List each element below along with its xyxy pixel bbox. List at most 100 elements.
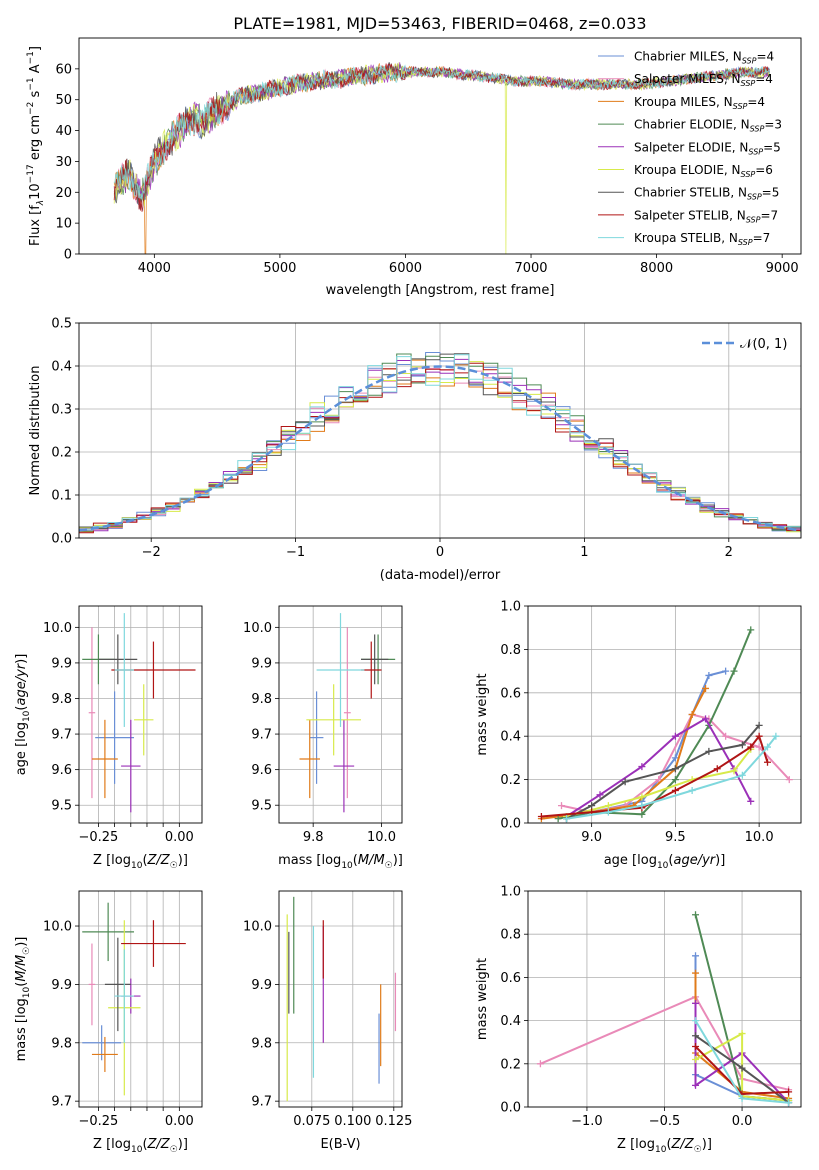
errorbars [82,902,186,1096]
y-axis-label: Flux [fλ10−17 erg cm−2 s−1 A−1] [26,46,46,246]
weight-series [557,629,752,820]
weight-marker [785,1099,793,1107]
weight-marker [705,747,713,755]
x-tick-label: 0.0 [732,1114,753,1129]
axes-weight_vs_age: 9.0 9.5 10.0 0.0 0.2 0.4 0.6 0.8 1.0 [500,600,801,845]
x-tick-label: −1.0 [571,1114,603,1129]
x-tick-label: −0.25 [78,1114,118,1129]
spectrum-series [113,63,770,254]
weight-marker [671,786,679,794]
weight-lines [537,626,793,823]
weight-marker [785,1088,793,1096]
figure-title: PLATE=1981, MJD=53463, FIBERID=0468, z=0… [233,14,646,33]
y-tick-label: 9.5 [51,799,72,814]
y-axis-label: Normed distribution [28,366,43,496]
frame-age_vs_Z [78,605,203,824]
weight-marker [692,1043,700,1051]
weight-marker [738,741,746,749]
weight-marker [688,786,696,794]
weight-marker [755,732,763,740]
axes-residuals: −2 −1 0 1 2 0.0 0.1 0.2 0.3 0.4 0.5 [51,317,801,560]
weight-marker [692,1055,700,1063]
weight-marker [638,793,646,801]
y-tick-label: 9.8 [51,692,72,707]
y-tick-label: 9.7 [251,728,272,743]
normal-curve [78,365,802,532]
weight-marker [604,808,612,816]
weight-marker [764,743,772,751]
x-axis-label: age [log10(age/yr)] [604,853,726,871]
x-tick-label: −0.5 [649,1114,681,1129]
x-tick-label: 0 [436,545,444,560]
weight-marker [638,763,646,771]
legend-label: 𝒩(0, 1) [740,337,787,352]
weight-marker [772,732,780,740]
x-tick-label: 0.075 [293,1114,330,1129]
weight-series [566,735,777,820]
spectrum-series [113,63,770,212]
y-tick-label: 0.0 [500,1101,521,1116]
frame-mass_vs_ebv [278,890,403,1108]
y-tick-label: 0.8 [500,643,521,658]
y-tick-label: 9.9 [51,978,72,993]
y-tick-label: 9.9 [251,656,272,671]
y-tick-label: 9.6 [251,763,272,778]
weight-marker [702,684,710,692]
x-tick-label: 8000 [640,261,673,276]
axes-mass_vs_ebv: 0.075 0.100 0.125 9.7 9.8 9.9 10.0 [243,891,412,1129]
x-axis-label: mass [log10(M/M☉)] [278,853,403,871]
y-tick-label: 9.9 [51,656,72,671]
weight-marker [692,1081,700,1089]
weight-series [541,688,707,820]
frame-mass_vs_Z [78,890,203,1108]
histograms [78,352,802,534]
y-tick-label: 1.0 [500,600,521,615]
y-tick-label: 10 [55,217,72,232]
frame-age_vs_mass [278,605,403,824]
weight-marker [722,667,730,675]
weight-marker [588,802,596,810]
weight-marker [671,776,679,784]
weight-marker [621,778,629,786]
legend-label: Salpeter STELIB, NSSP=7 [634,208,778,224]
y-tick-label: 0.2 [500,1057,521,1072]
x-axis-label: E(B-V) [320,1137,360,1152]
legend-label: Kroupa MILES, NSSP=4 [634,95,765,111]
weight-marker [563,815,571,823]
x-tick-label: 6000 [389,261,422,276]
weight-marker [692,911,700,919]
legend-label: Kroupa STELIB, NSSP=7 [634,231,770,247]
x-tick-label: 7000 [514,261,547,276]
y-tick-label: 9.7 [51,728,72,743]
weight-marker [537,812,545,820]
y-tick-label: 9.8 [251,1036,272,1051]
x-axis-label: (data-model)/error [380,568,501,583]
spectrum-series [113,64,770,200]
y-tick-label: 0.2 [500,773,521,788]
histogram-step [79,362,801,534]
x-tick-label: 0.00 [165,1114,194,1129]
y-tick-label: 0.6 [500,686,521,701]
y-tick-label: 9.6 [51,763,72,778]
x-tick-label: 0.00 [165,830,194,845]
y-tick-label: 10.0 [43,621,72,636]
y-tick-label: 0.2 [51,446,72,461]
legend-label: Salpeter ELODIE, NSSP=5 [634,140,781,156]
x-axis-label: wavelength [Angstrom, rest frame] [326,283,555,298]
weight-marker [596,791,604,799]
legend-label: Kroupa ELODIE, NSSP=6 [634,163,773,179]
x-axis-label: Z [log10(Z/Z☉)] [93,1137,188,1155]
legend-label: Chabrier STELIB, NSSP=5 [634,186,779,202]
y-tick-label: 0 [64,248,72,263]
weight-marker [738,1030,746,1038]
y-tick-label: 0.0 [500,817,521,832]
weight-series [541,734,769,818]
weight-marker [738,771,746,779]
weight-lines [536,911,793,1107]
weight-marker [692,1017,700,1025]
axes-mass_vs_Z: −0.25 0.00 9.7 9.8 9.9 10.0 [43,891,202,1129]
x-axis-label: Z [log10(Z/Z☉)] [93,853,188,871]
errorbars [299,613,396,813]
errorbars [286,896,397,1102]
weight-marker [738,1064,746,1072]
